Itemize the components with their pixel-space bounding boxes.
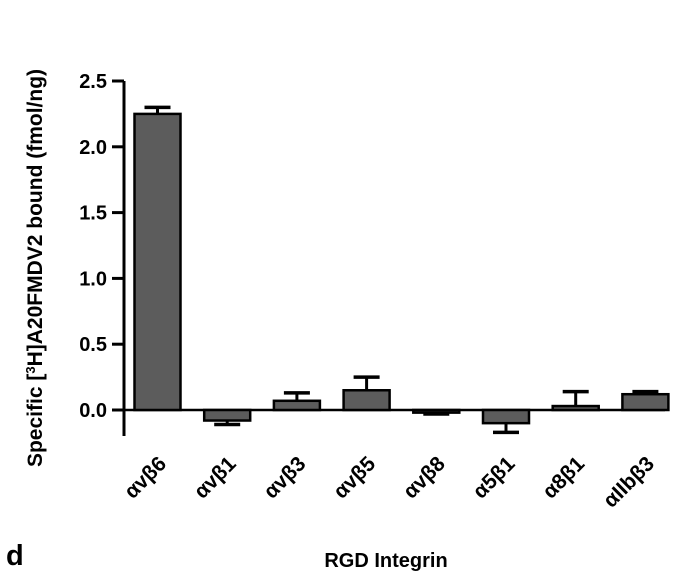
bars <box>133 105 670 435</box>
y-tick-label: 1.5 <box>79 203 107 225</box>
y-tick-label: 2.0 <box>79 137 107 159</box>
panel-label: d <box>6 540 24 572</box>
bar <box>272 399 322 412</box>
x-tick-label: α5β1 <box>469 452 520 503</box>
x-tick-label: α8β1 <box>538 452 589 503</box>
x-tick-label: αvβ3 <box>259 452 310 503</box>
y-axis-title: Specific [3H]A20FMDV2 bound (fmol/ng) <box>23 69 48 467</box>
y-tick-label: 2.5 <box>79 71 107 93</box>
bar <box>551 404 600 412</box>
y-tick-label: 1.0 <box>79 268 107 290</box>
bar <box>133 112 182 412</box>
x-tick-label: αvβ8 <box>399 452 450 503</box>
x-tick-label: αvβ5 <box>329 452 380 503</box>
bar <box>481 408 531 425</box>
bar <box>621 392 670 412</box>
x-tick-label: αvβ1 <box>190 452 241 503</box>
axes <box>112 79 665 436</box>
bar <box>342 389 391 412</box>
y-tick-label: 0.0 <box>79 400 107 422</box>
x-tick-label: αvβ6 <box>120 452 171 503</box>
bar <box>202 408 252 422</box>
x-axis-title: RGD Integrin <box>324 550 447 572</box>
x-tick-label: αIIbβ3 <box>599 452 659 512</box>
y-tick-label: 0.5 <box>79 334 107 356</box>
